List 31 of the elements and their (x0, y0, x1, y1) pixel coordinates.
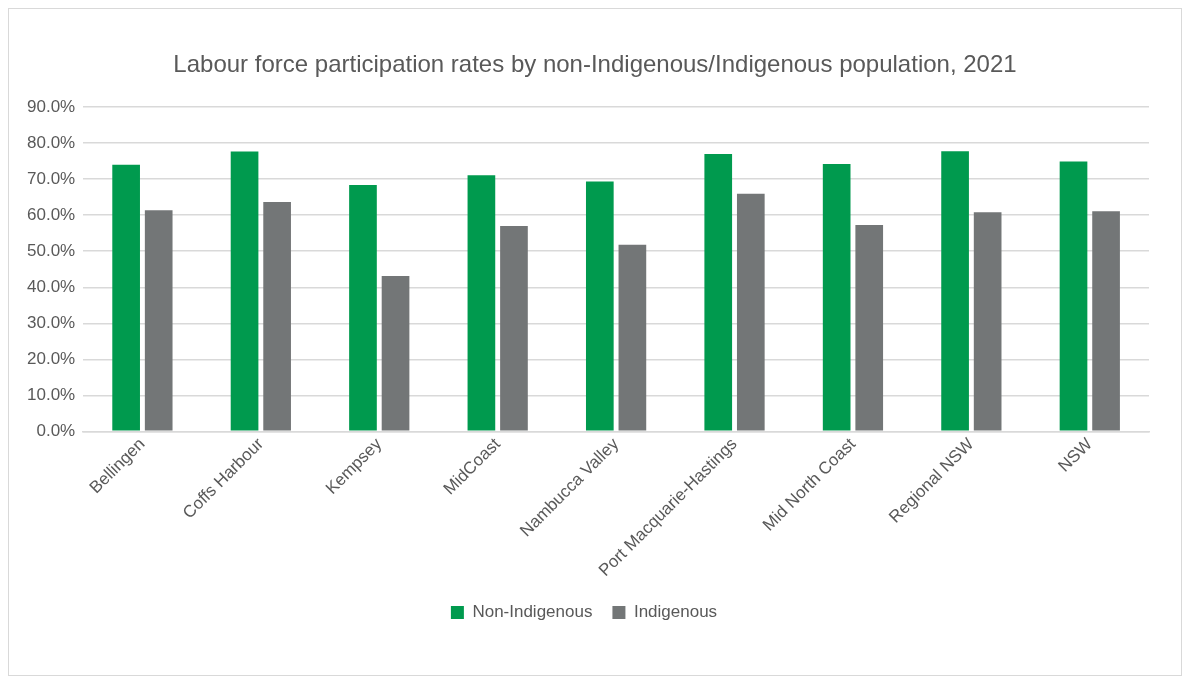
y-tick-label: 60.0% (27, 204, 76, 224)
bar (1059, 161, 1088, 431)
bar (1092, 211, 1120, 431)
y-tick-label: 90.0% (27, 96, 76, 116)
y-tick-label: 0.0% (36, 420, 76, 440)
bar (381, 276, 410, 431)
y-tick-label: 80.0% (27, 132, 76, 152)
bar (112, 164, 140, 431)
y-tick-label: 30.0% (27, 312, 76, 332)
legend-label: Non-Indigenous (472, 602, 593, 622)
bar (704, 154, 733, 431)
y-tick-label: 10.0% (27, 384, 76, 404)
bar (973, 212, 1002, 431)
bar (855, 224, 884, 431)
y-tick-label: 50.0% (27, 240, 76, 260)
bar (467, 175, 496, 431)
bar (349, 184, 377, 431)
y-tick-label: 40.0% (27, 276, 76, 296)
y-tick-label: 20.0% (27, 348, 76, 368)
chart-title: Labour force participation rates by non-Indigenous/Indigenous population, 2021 (172, 49, 1018, 79)
bar (500, 226, 528, 431)
bar (736, 193, 765, 431)
bar (618, 244, 647, 431)
y-tick-label: 70.0% (27, 168, 76, 188)
bar (941, 151, 969, 431)
legend-label: Indigenous (633, 602, 718, 622)
bar (230, 151, 259, 431)
bar (263, 201, 291, 431)
bar (822, 164, 851, 431)
bar (585, 181, 614, 431)
bar (144, 210, 173, 431)
